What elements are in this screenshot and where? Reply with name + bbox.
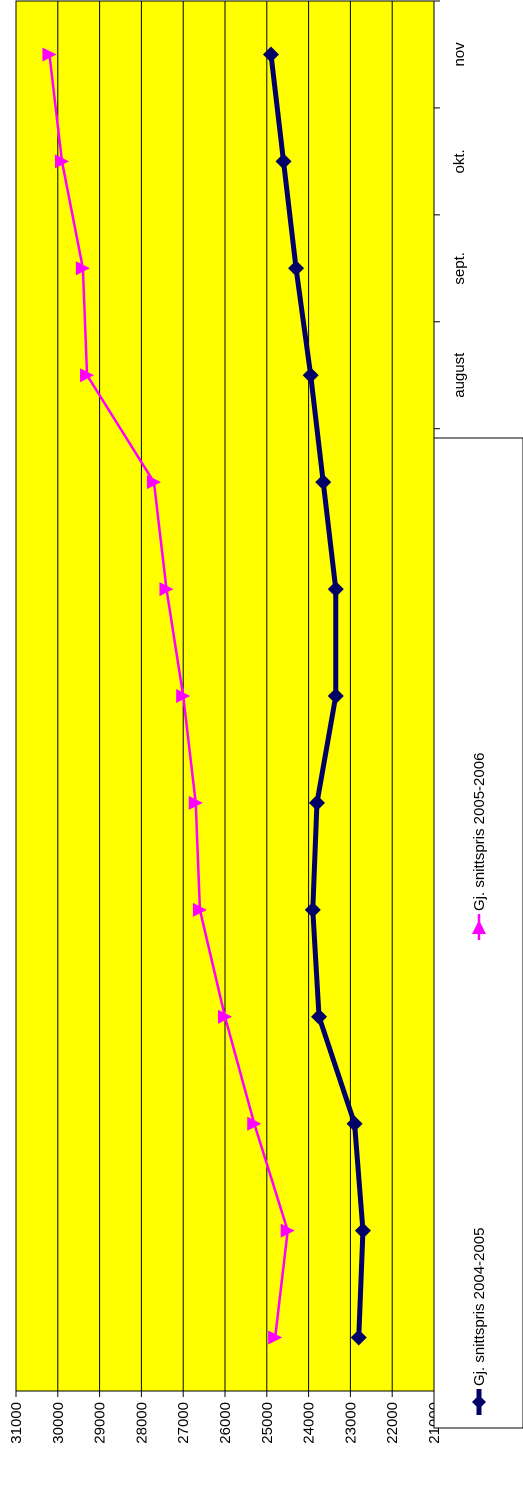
- x-tick-label: okt.: [451, 149, 468, 173]
- series-1: [262, 46, 371, 1346]
- data-point-diamond: [354, 1222, 371, 1239]
- data-point-diamond: [308, 794, 325, 811]
- data-point-diamond: [327, 688, 344, 704]
- data-point-diamond: [302, 367, 319, 384]
- y-tick-label: 31000: [8, 1402, 25, 1444]
- data-point-triangle: [218, 1009, 232, 1024]
- data-point-diamond: [315, 474, 332, 491]
- x-tick-label: nov: [451, 42, 468, 67]
- data-point-diamond: [311, 1008, 328, 1025]
- y-tick-label: 26000: [217, 1402, 234, 1444]
- legend-marker-triangle: [472, 920, 486, 934]
- legend-entry-1: Gj. snittspris 2004-2005: [471, 1228, 488, 1415]
- legend: Gj. snittspris 2004-2005 Gj. snittspris 2…: [433, 437, 523, 1429]
- x-tick-label: august: [451, 352, 468, 398]
- y-tick-label: 29000: [92, 1402, 109, 1444]
- y-axis-tick-labels: 2100022000230002400025000260002700028000…: [8, 1402, 443, 1444]
- y-tick-label: 30000: [50, 1402, 67, 1444]
- data-point-triangle: [176, 689, 191, 703]
- legend-marker-diamond: [472, 1395, 486, 1409]
- data-point-triangle: [247, 1116, 262, 1131]
- data-point-triangle: [75, 261, 90, 276]
- data-point-triangle: [54, 154, 69, 169]
- legend-label: Gj. snittspris 2005-2006: [471, 753, 488, 911]
- data-point-triangle: [80, 368, 95, 383]
- series-layer: [42, 46, 371, 1346]
- legend-label: Gj. snittspris 2004-2005: [471, 1228, 488, 1386]
- data-point-triangle: [280, 1223, 295, 1238]
- y-tick-label: 28000: [133, 1402, 150, 1444]
- series-2: [42, 47, 295, 1345]
- y-tick-label: 24000: [301, 1402, 318, 1444]
- data-point-diamond: [350, 1329, 367, 1346]
- data-point-diamond: [288, 260, 305, 277]
- data-point-diamond: [327, 581, 344, 598]
- y-tick-label: 23000: [342, 1402, 359, 1444]
- data-point-diamond: [304, 901, 321, 918]
- data-point-triangle: [146, 475, 161, 490]
- data-point-triangle: [192, 902, 207, 917]
- data-point-diamond: [275, 153, 292, 170]
- x-tick-label: sept.: [451, 252, 468, 285]
- y-tick-label: 27000: [175, 1402, 192, 1444]
- data-point-triangle: [42, 47, 57, 62]
- data-point-triangle: [188, 795, 203, 810]
- data-point-diamond: [346, 1115, 363, 1132]
- data-point-triangle: [268, 1330, 283, 1345]
- data-point-diamond: [262, 46, 279, 63]
- data-point-triangle: [159, 582, 174, 597]
- y-tick-label: 22000: [384, 1402, 401, 1444]
- y-tick-label: 25000: [259, 1402, 276, 1444]
- legend-entry-2: Gj. snittspris 2005-2006: [471, 753, 488, 940]
